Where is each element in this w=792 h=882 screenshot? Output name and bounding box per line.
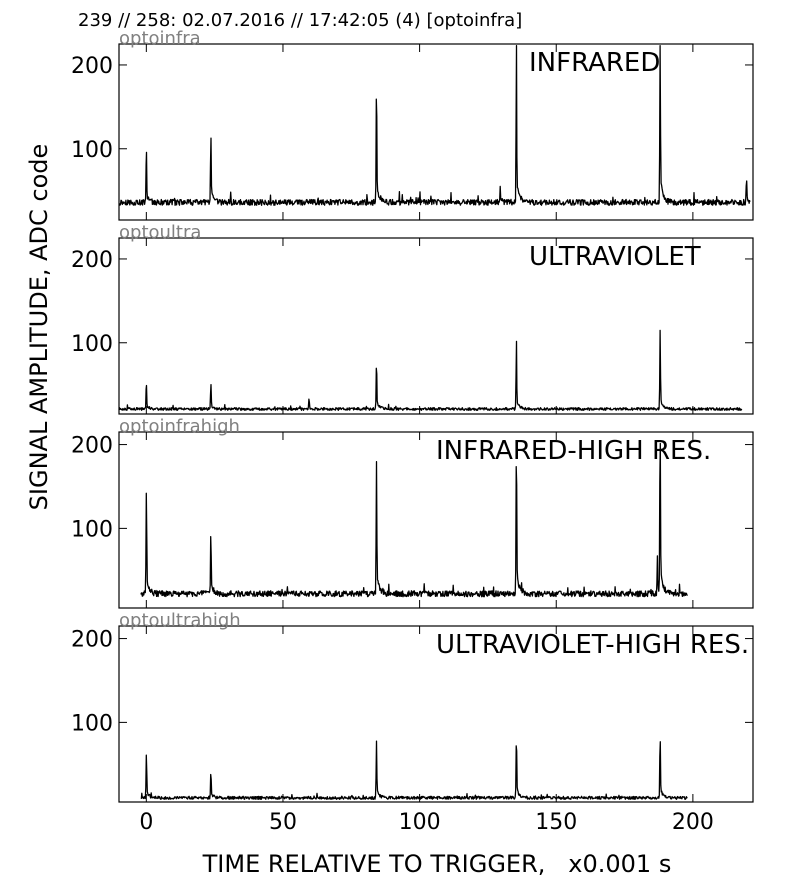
x-tick-label: 50 xyxy=(269,810,297,835)
x-tick-label: 0 xyxy=(139,810,153,835)
panel-optoinfra: 100 200 optoinfra INFRARED xyxy=(71,28,754,221)
series-line-optoinfrahigh xyxy=(140,442,688,598)
panel-title: INFRARED-HIGH RES. xyxy=(436,436,711,466)
series-line-optoultra xyxy=(118,329,743,411)
panel-title: ULTRAVIOLET-HIGH RES. xyxy=(436,630,749,660)
y-tick-label: 100 xyxy=(71,711,113,736)
series-line-optoultrahigh xyxy=(140,740,688,800)
y-tick-label: 200 xyxy=(71,628,113,653)
plot-frame xyxy=(118,43,754,221)
y-tick-label: 100 xyxy=(71,332,113,357)
panel-tag: optoinfrahigh xyxy=(119,416,240,437)
panel-optoinfrahigh: 100 200 optoinfrahigh INFRARED-HIGH RES. xyxy=(71,416,754,609)
x-tick-label: 150 xyxy=(535,810,577,835)
figure-header: 239 // 258: 02.07.2016 // 17:42:05 (4) [… xyxy=(78,10,522,31)
y-axis-label: SIGNAL AMPLITUDE, ADC code xyxy=(25,144,53,511)
y-tick-label: 100 xyxy=(71,517,113,542)
y-tick-label: 200 xyxy=(71,434,113,459)
panel-optoultrahigh: 100 200 optoultrahigh ULTRAVIOLET-HIGH RES. xyxy=(71,610,754,803)
series-line-optoinfra xyxy=(118,45,751,206)
panel-optoultra: 100 200 optoultra ULTRAVIOLET xyxy=(71,222,754,415)
x-tick-label: 100 xyxy=(399,810,441,835)
panel-tag: optoultra xyxy=(119,222,201,243)
x-tick-label: 200 xyxy=(672,810,714,835)
panel-tag: optoinfra xyxy=(119,28,201,49)
panel-tag: optoultrahigh xyxy=(119,610,241,631)
plot-frame xyxy=(118,625,754,803)
y-tick-label: 200 xyxy=(71,54,113,79)
x-axis-label: TIME RELATIVE TO TRIGGER, x0.001 s xyxy=(202,850,672,878)
panel-title: ULTRAVIOLET xyxy=(529,242,701,272)
panels: 100 200 optoinfra INFRARED 100 200 optoultra UL… xyxy=(71,28,754,835)
plot-frame xyxy=(118,237,754,415)
y-tick-label: 100 xyxy=(71,138,113,163)
plot-frame xyxy=(118,431,754,609)
panel-title: INFRARED xyxy=(529,48,660,78)
y-tick-label: 200 xyxy=(71,248,113,273)
